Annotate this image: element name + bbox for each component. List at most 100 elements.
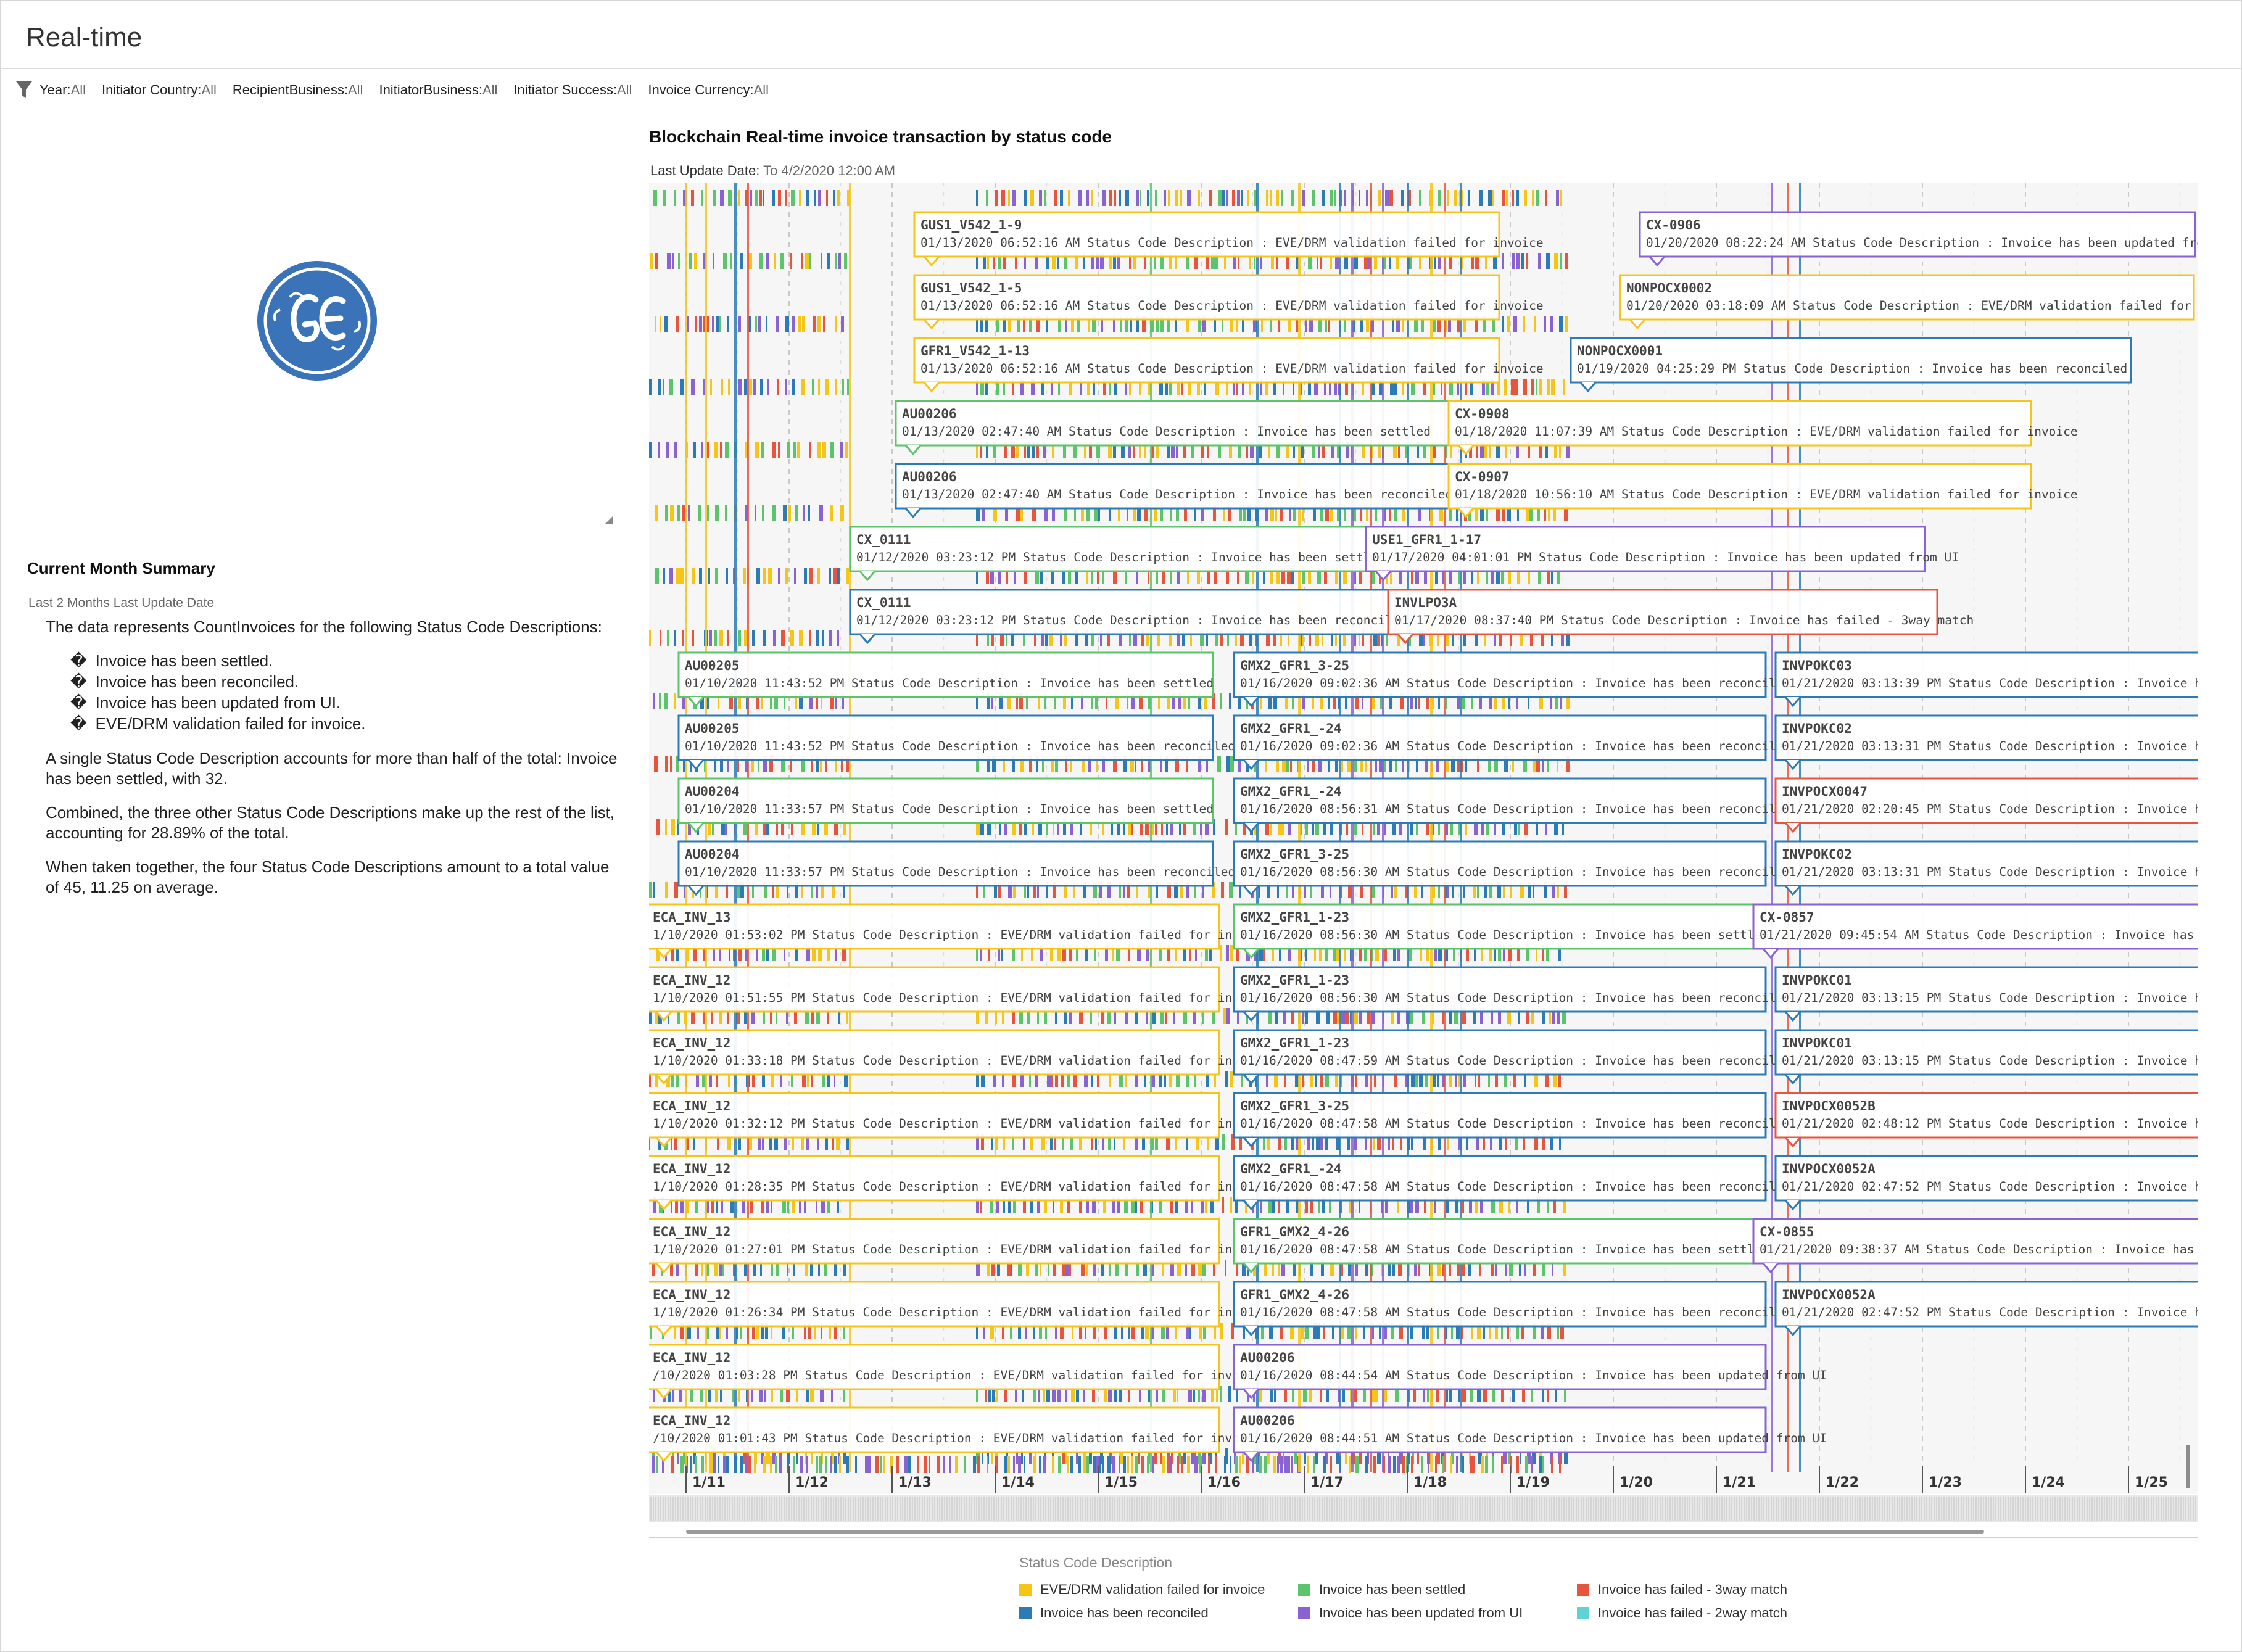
event-mark [1374, 1071, 1376, 1087]
overview-mark [1001, 1497, 1002, 1521]
filter-year[interactable]: Year:All [39, 82, 86, 97]
overview-mark [825, 1497, 827, 1521]
overview-mark [956, 1497, 958, 1521]
event-mark [846, 756, 850, 772]
summary-body: The data represents CountInvoices for th… [46, 617, 619, 911]
event-mark [811, 1448, 813, 1464]
event-mark [1191, 1448, 1194, 1464]
legend-item[interactable]: Invoice has been reconciled [1019, 1605, 1209, 1621]
event-mark [1505, 1134, 1507, 1150]
event-mark [799, 1197, 801, 1213]
legend-item[interactable]: Invoice has been settled [1298, 1582, 1465, 1598]
filter-initiator-success[interactable]: Initiator Success:All [513, 82, 632, 97]
legend-item[interactable]: Invoice has failed - 2way match [1577, 1605, 1787, 1621]
overview-mark [1349, 1497, 1350, 1521]
filter-recipient-business[interactable]: RecipientBusiness:All [232, 82, 363, 97]
event-mark [1302, 693, 1305, 709]
event-label[interactable]: ECA_INV_131/10/2020 01:53:02 PM Status C… [649, 903, 1268, 959]
event-mark [880, 1456, 882, 1473]
overview-mark [1450, 1497, 1451, 1521]
event-mark [1501, 1386, 1504, 1402]
vertical-scrollbar[interactable] [2186, 1445, 2190, 1488]
event-label[interactable]: ECA_INV_12/10/2020 01:03:28 PM Status Co… [649, 1344, 1261, 1400]
overview-mark [714, 1497, 716, 1521]
overview-mark [1378, 1497, 1380, 1521]
filter-initiator-business[interactable]: InitiatorBusiness:All [379, 82, 498, 97]
resize-handle[interactable] [605, 516, 613, 524]
timeline-chart[interactable]: GUS1_V542_1-901/13/2020 06:52:16 AM Stat… [649, 183, 2198, 1540]
event-mark [817, 819, 819, 835]
event-label[interactable]: ECA_INV_121/10/2020 01:27:01 PM Status C… [649, 1218, 1268, 1274]
event-label[interactable]: ECA_INV_121/10/2020 01:33:18 PM Status C… [649, 1029, 1268, 1085]
horizontal-scrollbar[interactable] [686, 1530, 1984, 1534]
event-label[interactable]: ECA_INV_121/10/2020 01:51:55 PM Status C… [649, 966, 1268, 1022]
event-mark [804, 568, 807, 584]
event-mark [1141, 1456, 1144, 1473]
event-label[interactable]: GUS1_V542_1-501/13/2020 06:52:16 AM Stat… [913, 274, 1544, 330]
overview-mark [2178, 1497, 2179, 1521]
event-mark [649, 442, 652, 458]
overview-mark [1415, 1497, 1417, 1521]
filter-funnel-icon[interactable] [15, 80, 33, 101]
legend-item[interactable]: Invoice has been updated from UI [1298, 1605, 1523, 1621]
legend-item[interactable]: Invoice has failed - 3way match [1577, 1582, 1787, 1598]
legend-item[interactable]: EVE/DRM validation failed for invoice [1019, 1582, 1265, 1598]
filter-initiator-country[interactable]: Initiator Country:All [102, 82, 217, 97]
event-mark [1462, 1008, 1466, 1024]
event-mark [1343, 568, 1347, 584]
event-label[interactable]: ECA_INV_12/10/2020 01:01:43 PM Status Co… [649, 1406, 1261, 1463]
event-label[interactable]: ECA_INV_121/10/2020 01:32:12 PM Status C… [649, 1092, 1268, 1148]
overview-mark [1694, 1497, 1695, 1521]
event-detail: 01/21/2020 03:13:31 PM Status Code Descr… [1782, 865, 2198, 879]
event-label[interactable]: ECA_INV_121/10/2020 01:26:34 PM Status C… [649, 1281, 1268, 1337]
event-mark [1062, 1260, 1065, 1276]
filter-invoice-currency[interactable]: Invoice Currency:All [648, 82, 769, 97]
event-mark [1424, 1197, 1426, 1213]
event-mark [649, 882, 652, 898]
event-mark [1083, 882, 1086, 898]
event-mark [811, 1071, 813, 1087]
event-label[interactable]: ECA_INV_121/10/2020 01:28:35 PM Status C… [649, 1155, 1268, 1211]
event-label[interactable]: GUS1_V542_1-901/13/2020 06:52:16 AM Stat… [913, 211, 1544, 267]
